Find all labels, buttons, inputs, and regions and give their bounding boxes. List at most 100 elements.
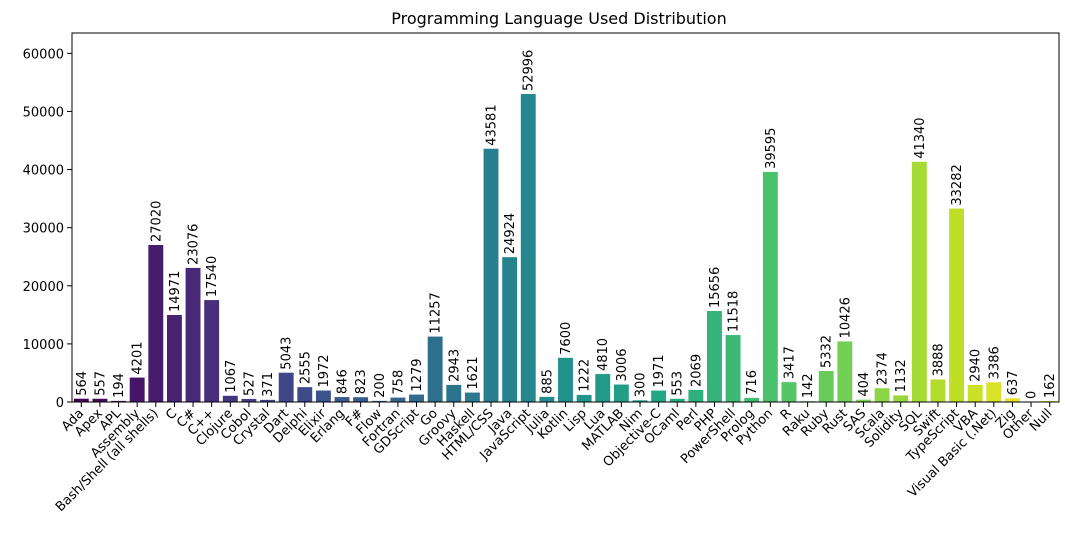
bar-value-label: 11257 [429,292,444,333]
bar-12 [297,387,313,402]
bar-19 [427,336,443,402]
bar-33 [688,389,704,402]
bar-14 [334,397,350,402]
bar-13 [315,390,331,402]
bar-value-label: 2069 [689,354,704,387]
bar-value-label: 1972 [317,354,332,387]
bar-value-label: 1621 [466,356,481,389]
bar-value-label: 0 [1025,391,1040,399]
bar-value-label: 1067 [224,360,239,393]
bar-44 [893,395,909,402]
bar-16 [371,400,387,402]
bar-6 [185,267,201,402]
bar-24 [520,94,536,402]
bar-value-label: 1132 [894,359,909,392]
bar-value-label: 404 [857,372,872,397]
bar-38 [781,382,797,402]
y-tick-label: 10000 [23,338,64,353]
bar-18 [409,394,424,402]
bar-value-label: 4201 [131,341,146,374]
bar-31 [651,390,667,402]
bar-value-label: 162 [1043,373,1058,398]
bar-value-label: 2555 [298,351,313,384]
bar-value-label: 52996 [522,50,537,91]
bar-value-label: 41340 [913,117,928,158]
bar-value-label: 14971 [168,271,183,312]
bar-1 [92,398,108,402]
bar-4 [148,244,164,402]
chart-title: Programming Language Used Distribution [391,9,726,28]
bar-value-label: 3888 [931,343,946,376]
bar-32 [669,398,685,402]
bar-9 [241,398,257,402]
bar-value-label: 17540 [205,256,220,297]
bar-value-label: 27020 [149,201,164,242]
bar-value-label: 3417 [782,346,797,379]
bar-value-label: 142 [801,373,816,398]
bar-value-label: 371 [261,372,276,397]
bar-value-label: 716 [745,370,760,395]
bar-value-label: 24924 [503,213,518,254]
bar-value-label: 200 [373,373,388,398]
bar-value-label: 300 [633,372,648,397]
bar-17 [390,397,406,402]
bar-20 [446,384,462,402]
bar-37 [762,171,778,402]
bar-value-label: 823 [354,369,369,394]
bar-value-label: 553 [671,371,686,396]
bar-10 [260,399,275,402]
bar-value-label: 10426 [838,297,853,338]
bar-15 [353,397,369,402]
y-tick-label: 20000 [23,280,64,295]
bar-48 [967,384,983,402]
bar-value-label: 2940 [969,349,984,382]
y-tick-label: 40000 [23,164,64,179]
bar-3 [129,377,145,402]
bar-42 [856,399,871,402]
bar-35 [725,335,741,402]
plot-frame [71,32,1060,403]
bar-value-label: 1222 [578,359,593,392]
bar-41 [837,341,853,402]
y-axis: 0 10000 20000 30000 40000 50000 60000 [23,47,72,411]
y-tick-label: 50000 [23,105,64,120]
bar-value-label: 758 [391,370,406,395]
bar-value-label: 4810 [596,338,611,371]
bar-21 [464,392,480,402]
bar-28 [595,374,611,402]
bar-value-label: 3006 [615,348,630,381]
bar-22 [483,148,499,402]
bar-8 [222,395,238,402]
bar-47 [949,208,965,402]
bar-value-label: 564 [75,371,90,396]
bar-value-label: 5332 [820,335,835,368]
bar-50 [1004,398,1020,402]
bar-value-label: 39595 [764,128,779,169]
bar-11 [278,372,294,402]
bar-2 [111,400,127,402]
bar-value-label: 1971 [652,354,667,387]
bar-45 [911,161,927,402]
bar-40 [818,371,834,402]
bar-7 [204,300,220,402]
bar-value-label: 5043 [280,337,295,370]
bar-value-label: 885 [540,369,555,394]
bar-value-label: 2943 [447,349,462,382]
bar-27 [576,394,592,402]
bar-value-label: 11518 [727,291,742,332]
bar-value-label: 43581 [485,104,500,145]
bar-value-label: 7600 [559,322,574,355]
bar-0 [73,398,89,402]
bar-30 [632,400,648,402]
bar-value-label: 15656 [708,267,723,308]
bar-23 [502,257,518,402]
y-tick-label: 30000 [23,222,64,237]
y-tick-label: 0 [56,396,64,411]
bar-49 [986,382,1002,402]
bar-43 [874,388,890,402]
bar-value-label: 33282 [950,164,965,205]
